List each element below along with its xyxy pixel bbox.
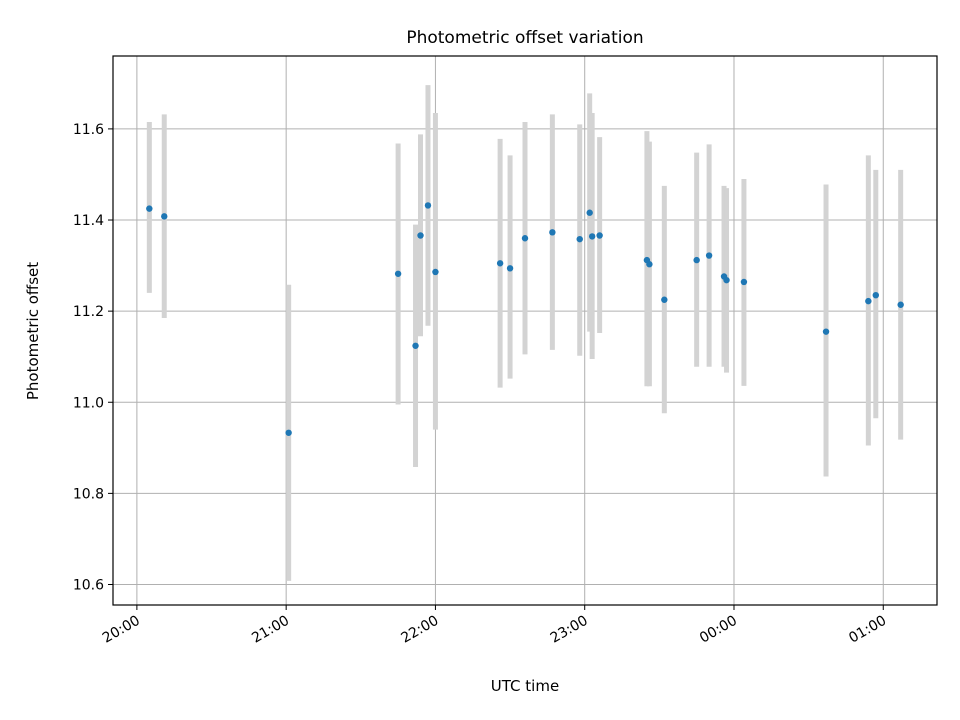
y-axis-label: Photometric offset xyxy=(24,262,42,400)
data-point xyxy=(146,205,153,212)
y-tick-label: 11.2 xyxy=(73,304,104,320)
error-bars xyxy=(146,85,904,581)
data-point xyxy=(705,252,713,259)
y-tick-label: 11.6 xyxy=(73,122,104,138)
chart-title: Photometric offset variation xyxy=(406,28,643,48)
axis-ticks: 20:00 21:00 22:00 23:00 00:00 01:00 10.6 10.8 11… xyxy=(73,122,889,647)
data-point xyxy=(161,213,168,220)
data-point xyxy=(394,270,402,277)
x-tick-label: 22:00 xyxy=(398,613,441,647)
data-point xyxy=(822,328,830,335)
x-tick-label: 20:00 xyxy=(100,613,143,647)
data-point xyxy=(417,232,424,239)
x-tick-label: 21:00 xyxy=(249,613,292,647)
y-tick-label: 10.8 xyxy=(73,486,104,502)
x-tick-label: 00:00 xyxy=(697,613,740,647)
data-point xyxy=(549,229,556,236)
x-axis-label: UTC time xyxy=(491,677,559,695)
data-point xyxy=(432,268,439,276)
data-point xyxy=(693,256,700,264)
data-point xyxy=(865,297,872,305)
y-tick-label: 11.0 xyxy=(73,395,104,411)
data-point xyxy=(661,296,668,303)
y-tick-label: 10.6 xyxy=(73,577,104,593)
data-point xyxy=(646,261,653,268)
data-point xyxy=(424,202,432,209)
data-point xyxy=(521,235,529,242)
data-point xyxy=(576,235,583,243)
y-tick-label: 11.4 xyxy=(73,213,104,229)
data-point xyxy=(897,301,904,308)
x-tick-label: 23:00 xyxy=(548,613,591,647)
data-point xyxy=(723,276,730,284)
data-point xyxy=(596,232,603,239)
data-points xyxy=(146,202,904,436)
x-tick-label: 01:00 xyxy=(846,613,889,647)
data-point xyxy=(872,291,879,299)
data-point xyxy=(285,429,292,436)
data-point xyxy=(588,233,596,240)
data-point xyxy=(412,342,419,349)
data-point xyxy=(506,265,514,272)
data-point xyxy=(740,278,748,286)
data-point xyxy=(586,209,593,216)
data-point xyxy=(496,260,504,267)
plot-frame xyxy=(112,55,938,606)
